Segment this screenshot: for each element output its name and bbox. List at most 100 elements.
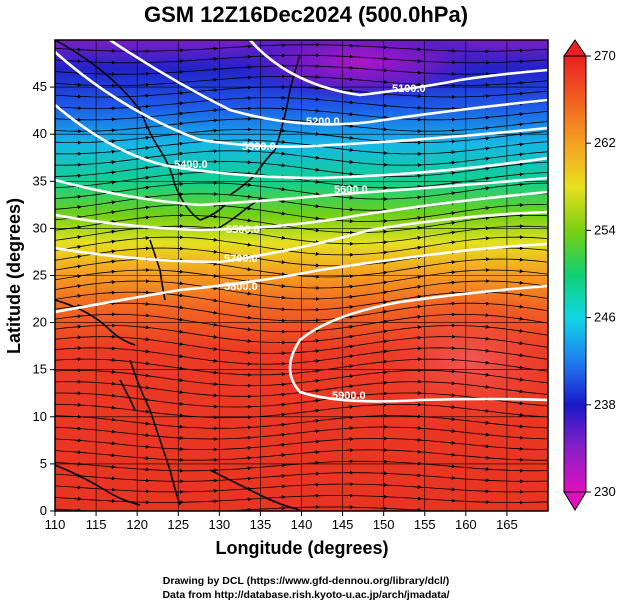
streamline-arrow [210,310,218,315]
streamline-arrow [312,450,320,455]
coastline-borneo [55,464,141,506]
streamline-arrow [482,432,490,437]
streamline-arrow [516,365,524,370]
streamline-arrow [380,290,388,295]
coastline-japan [229,54,301,196]
streamline-arrow [244,218,252,223]
streamline-arrow [380,309,388,314]
streamline-arrow [210,382,218,387]
streamline-arrow [482,156,490,161]
streamline-arrow [244,339,252,344]
streamline-arrow [74,294,82,299]
streamline-arrow [346,112,354,117]
streamline-arrow [312,338,320,343]
streamline-arrow [312,228,320,233]
streamline-arrow [278,402,286,407]
y-tick-label: 35 [33,173,47,188]
streamline-arrow [108,229,116,234]
streamline-arrow [312,418,320,423]
streamline-arrow [448,475,456,480]
streamline-arrow [380,280,388,285]
streamline-arrow [108,249,116,254]
streamline-arrow [278,473,286,478]
streamline-arrow [210,77,218,82]
streamline-arrow [516,341,524,346]
streamline-arrow [210,322,218,327]
streamline-arrow [312,378,320,383]
streamline-arrow [414,314,422,319]
streamline [55,506,444,511]
streamline-arrow [516,91,524,96]
streamline-arrow [448,464,456,469]
streamline-arrow [108,210,116,215]
streamline-arrow [278,187,286,192]
streamline-arrow [244,456,252,461]
streamline-arrow [108,139,116,144]
streamline-arrow [516,172,524,177]
x-tick-label: 140 [291,517,313,532]
streamline-arrow [482,216,490,221]
coastline-ryukyu [149,239,166,301]
streamline-arrow [142,135,150,140]
streamline-arrow [278,163,286,168]
streamline-arrow [244,230,252,235]
streamline-arrow [142,175,150,180]
colorbar-ticks: 270 262 254 246 238 230 [586,48,616,499]
streamline-arrow [516,142,524,147]
streamline-arrow [278,453,286,458]
streamline-arrow [380,349,388,354]
streamline-arrow [142,165,150,170]
streamline-arrow [244,303,252,308]
colorbar-top-arrow [563,39,587,57]
streamline-arrow [346,123,354,128]
streamline-arrow [142,337,150,342]
streamline-arrow [448,381,456,386]
y-axis-label: Latitude (degrees) [4,198,24,354]
streamline-arrow [380,329,388,334]
x-tick-label: 115 [86,517,107,532]
streamline-arrow [448,171,456,176]
credit-data: Data from http://database.rish.kyoto-u.a… [162,589,449,601]
contour-5700 [55,210,548,264]
contour-label-5800: 5800.0 [224,281,258,293]
streamline-arrow [142,373,150,378]
streamline-arrow [380,103,388,108]
contour-label-5200: 5200.0 [306,116,340,128]
streamline-arrow [482,166,490,171]
contour-5900 [288,284,548,403]
streamline-arrow [516,112,524,117]
streamline-arrow [516,353,524,358]
coastline-asia [55,40,226,221]
streamline-arrow [278,272,286,277]
streamline-arrow [108,269,116,274]
streamline-arrow [108,160,116,165]
streamline-arrow [414,184,422,189]
streamline-arrow [380,319,388,324]
y-tick-label: 0 [40,503,47,518]
streamline-arrow [346,304,354,309]
streamline-arrow [516,377,524,382]
streamline-arrow [210,108,218,113]
streamline-arrow [312,204,320,209]
streamline-arrow [448,240,456,245]
streamline-arrow [74,314,82,319]
streamline-arrow [516,162,524,167]
streamline-arrow [346,183,354,188]
streamline-arrow [142,456,150,461]
streamline-arrow [346,354,354,359]
streamline-arrow [74,235,82,240]
streamline-arrow [312,251,320,256]
streamline-arrow [74,254,82,259]
streamline-arrow [346,384,354,389]
streamline-arrow [516,122,524,127]
coastline-china-south [55,299,136,346]
x-tick-label: 130 [208,517,230,532]
streamline-arrow [142,104,150,109]
streamline-arrow [482,336,490,341]
streamline-arrow [516,269,524,274]
streamline-arrow [482,236,490,241]
streamline-arrow [482,115,490,120]
streamline-arrow [516,401,524,406]
x-tick-label: 150 [373,517,395,532]
streamline-arrow [482,444,490,449]
